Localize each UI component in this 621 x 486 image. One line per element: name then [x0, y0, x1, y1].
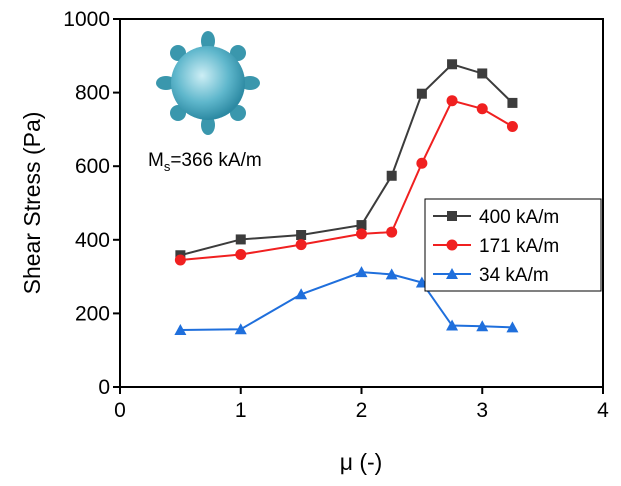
marker	[296, 230, 307, 241]
marker	[234, 323, 247, 335]
annotation-main: M	[148, 150, 164, 171]
marker	[295, 239, 307, 251]
annotation-rest: =366 kA/m	[170, 150, 261, 171]
y-tick-label: 600	[75, 155, 110, 178]
legend-label: 171 kA/m	[479, 236, 559, 257]
marker	[356, 220, 367, 231]
legend-marker	[447, 211, 457, 221]
y-tick-label: 200	[75, 302, 110, 325]
y-tick-label: 0	[98, 376, 110, 399]
legend-label: 400 kA/m	[479, 207, 559, 228]
legend: 400 kA/m 171 kA/m 34 kA/m	[424, 198, 602, 292]
marker	[446, 319, 459, 331]
marker	[476, 320, 489, 332]
marker	[386, 170, 397, 181]
marker	[356, 228, 367, 240]
marker	[295, 288, 308, 300]
legend-marker	[446, 239, 458, 251]
marker	[355, 266, 368, 278]
particle-icon	[156, 31, 260, 135]
marker	[416, 88, 427, 99]
y-tick-label: 400	[75, 229, 110, 252]
series	[174, 266, 519, 335]
x-tick-label: 0	[114, 399, 126, 422]
marker	[477, 68, 488, 79]
marker	[506, 120, 518, 132]
y-axis-label: Shear Stress (Pa)	[19, 112, 45, 295]
marker	[446, 95, 458, 107]
x-axis-label: μ (-)	[340, 449, 383, 475]
marker	[476, 103, 488, 115]
x-tick-label: 4	[597, 399, 609, 422]
marker	[174, 254, 186, 266]
marker	[447, 59, 458, 70]
y-tick-label: 800	[75, 82, 110, 105]
marker	[235, 234, 246, 245]
y-tick-label: 1000	[63, 8, 110, 31]
marker	[416, 157, 428, 169]
marker	[235, 249, 247, 261]
series	[174, 95, 518, 266]
marker	[386, 226, 398, 238]
marker	[174, 323, 187, 335]
x-tick-label: 2	[356, 399, 368, 422]
legend-marker	[446, 268, 458, 279]
legend-label: 34 kA/m	[479, 265, 549, 286]
x-tick-label: 1	[235, 399, 247, 422]
x-tick-label: 3	[476, 399, 488, 422]
marker	[385, 268, 398, 280]
marker	[506, 321, 519, 333]
marker	[507, 97, 518, 108]
annotation: Ms=366 kA/m	[148, 150, 262, 174]
annotation-subscript: s	[164, 159, 171, 174]
